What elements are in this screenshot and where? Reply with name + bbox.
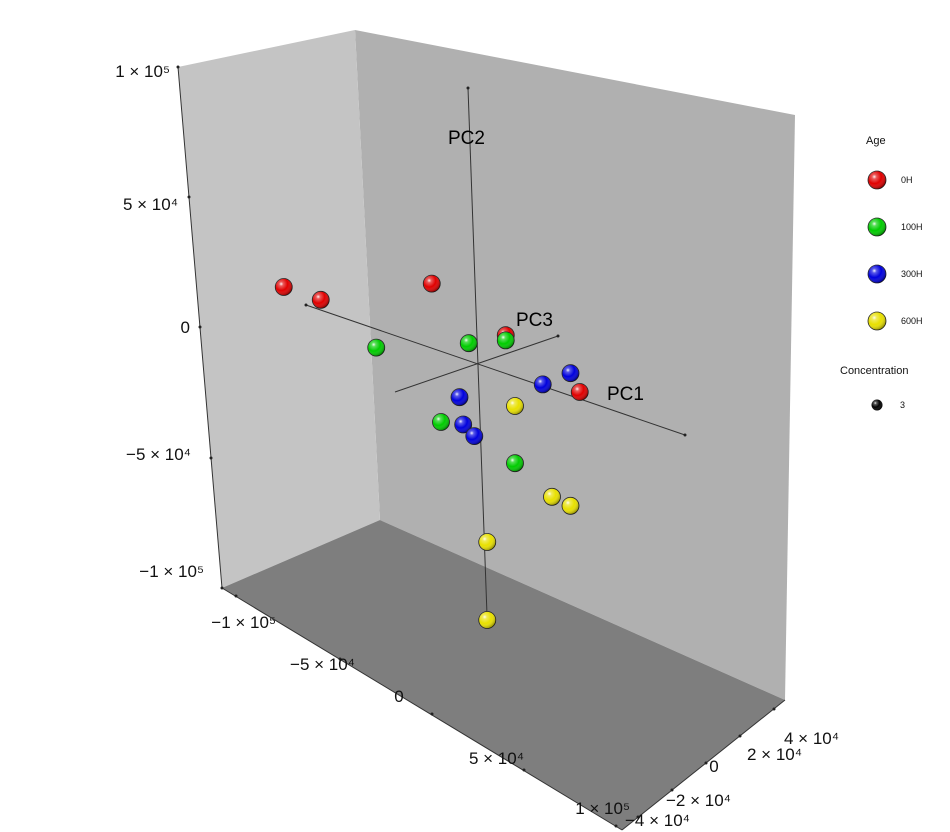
vertical-tick-label-2: 0 bbox=[181, 318, 190, 337]
floor-right-axis-line bbox=[621, 699, 786, 831]
point-300H-3 bbox=[454, 415, 473, 434]
legend-concentration-value: 3 bbox=[900, 400, 905, 410]
point-600H-2 bbox=[561, 496, 580, 515]
floor-right-tick-label-0: 4 × 10⁴ bbox=[784, 729, 839, 748]
pc1-axis-line bbox=[305, 304, 686, 436]
point-300H-4 bbox=[465, 427, 484, 446]
pc3-axis-line bbox=[394, 335, 559, 393]
point-100H-1 bbox=[459, 334, 478, 353]
tick-marks bbox=[176, 65, 776, 828]
legend-label-100H: 100H bbox=[901, 222, 923, 232]
point-100H-4 bbox=[506, 454, 524, 473]
vertical-tick-label-3: −5 × 10⁴ bbox=[126, 445, 191, 464]
floor-left-tick-label-0: −1 × 10⁵ bbox=[211, 613, 276, 632]
point-0H-1 bbox=[311, 290, 330, 309]
point-600H-1 bbox=[543, 487, 561, 506]
vertical-tick-label-1: 5 × 10⁴ bbox=[123, 195, 178, 214]
legend-items: 0H 100H 300H 600H bbox=[867, 170, 923, 331]
floor-right-tick-label-3: −2 × 10⁴ bbox=[666, 791, 731, 810]
pc2-label: PC2 bbox=[448, 128, 485, 149]
data-points bbox=[274, 274, 589, 629]
legend-item-0H: 0H bbox=[867, 170, 913, 190]
back-wall bbox=[355, 30, 795, 700]
legend-label-600H: 600H bbox=[901, 316, 923, 326]
floor-left-tick-label-1: −5 × 10⁴ bbox=[290, 655, 355, 674]
legend-item-300H: 300H bbox=[867, 264, 923, 284]
pc1-label: PC1 bbox=[607, 384, 644, 405]
side-wall bbox=[178, 30, 380, 588]
floor-left-tick-label-4: 1 × 10⁵ bbox=[575, 799, 630, 818]
floor-right-tick-label-4: −4 × 10⁴ bbox=[625, 811, 690, 830]
floor-left-axis-line bbox=[221, 587, 623, 831]
point-300H-1 bbox=[533, 375, 552, 394]
point-600H-4 bbox=[478, 611, 497, 629]
point-100H-0 bbox=[367, 338, 386, 357]
legend-label-0H: 0H bbox=[901, 175, 913, 185]
vertical-tick-label-0: 1 × 10⁵ bbox=[115, 62, 170, 81]
legend-concentration-marker-shine bbox=[871, 399, 883, 411]
point-0H-4 bbox=[570, 383, 589, 401]
vertical-tick-label-4: −1 × 10⁵ bbox=[139, 562, 204, 581]
point-300H-0 bbox=[450, 388, 469, 407]
pc2-axis-line bbox=[467, 87, 488, 616]
pc3-label: PC3 bbox=[516, 310, 553, 331]
point-600H-0 bbox=[506, 397, 524, 415]
floor-left-tick-label-2: 0 bbox=[394, 687, 403, 706]
legend-item-100H: 100H bbox=[867, 217, 923, 237]
point-600H-3 bbox=[478, 533, 497, 551]
point-0H-2 bbox=[422, 274, 441, 293]
floor-right-tick-label-2: 0 bbox=[709, 757, 718, 776]
legend-age-title: Age bbox=[866, 135, 886, 147]
point-100H-3 bbox=[432, 413, 450, 431]
point-0H-0 bbox=[274, 278, 293, 296]
pc-axis-endpoints bbox=[304, 86, 687, 437]
point-100H-2 bbox=[496, 331, 515, 350]
floor bbox=[222, 520, 785, 830]
floor-left-tick-label-3: 5 × 10⁴ bbox=[469, 749, 524, 768]
legend-label-300H: 300H bbox=[901, 269, 923, 279]
point-300H-2 bbox=[561, 364, 580, 383]
floor-right-tick-label-1: 2 × 10⁴ bbox=[747, 745, 802, 764]
legend: Age 0H 100H 300H 600H Concentration 3 bbox=[840, 135, 923, 411]
legend-concentration-title: Concentration bbox=[840, 365, 909, 377]
legend-item-600H: 600H bbox=[867, 311, 923, 331]
